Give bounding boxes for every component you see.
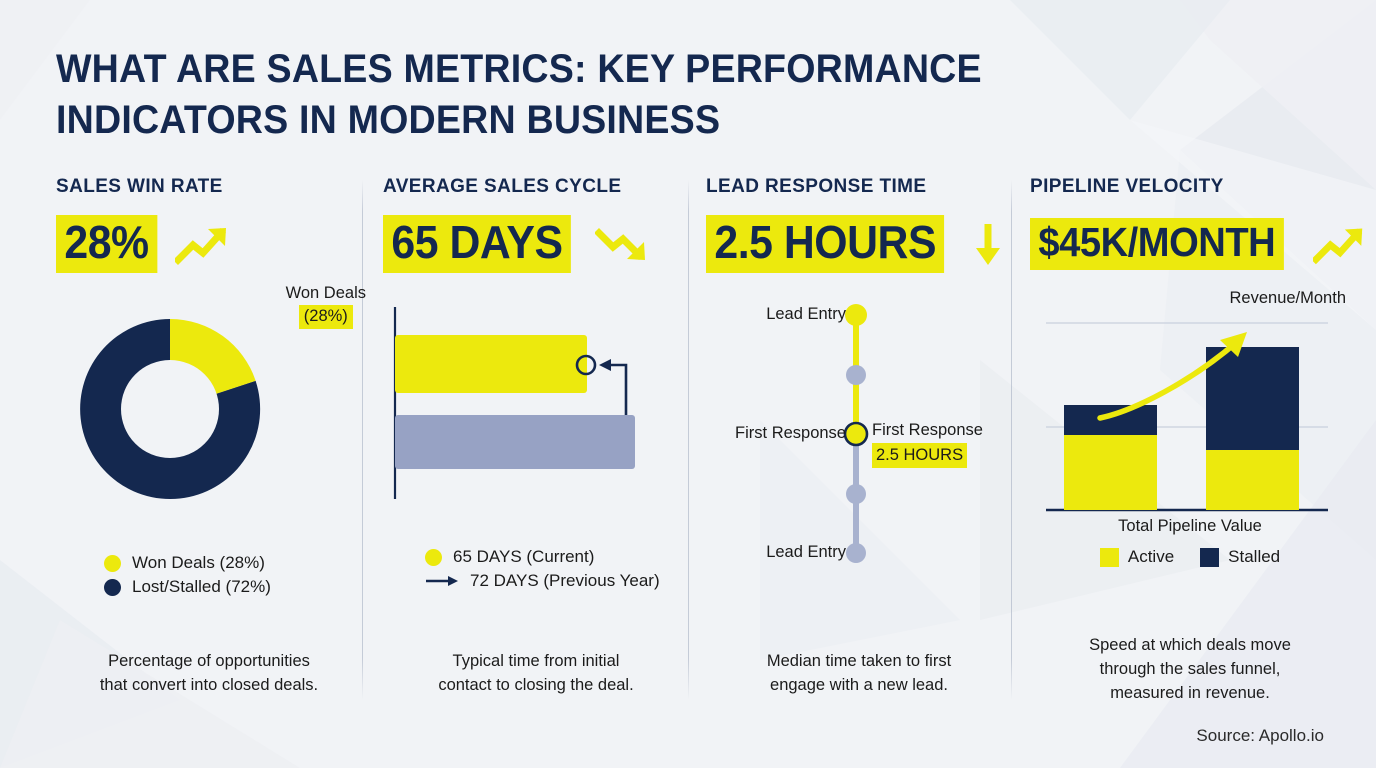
bar2-segment-stalled (1206, 347, 1299, 450)
trend-up-arrow-icon (1312, 228, 1362, 265)
caption-lead-response-time: Median time taken to first engage with a… (706, 650, 1012, 698)
stacked-bar-svg (1046, 322, 1328, 512)
legend-swatch-won-deals-icon (104, 554, 121, 572)
caption-line-3: measured in revenue. (1110, 684, 1270, 703)
timeline-label-lead-entry-top: Lead Entry (766, 305, 846, 323)
stat-value-pipeline-velocity: $45K/MONTH (1030, 218, 1284, 270)
stat-row-sales-win-rate: 28% (56, 215, 362, 273)
down-arrow-icon (976, 224, 1001, 265)
legend-item-stalled: Stalled (1200, 547, 1280, 567)
caption-line-1: Typical time from initial (452, 652, 620, 671)
stat-value-average-sales-cycle: 65 DAYS (383, 215, 571, 273)
legend-swatch-lost-stalled-icon (104, 578, 121, 596)
panel-title-sales-win-rate: SALES WIN RATE (56, 176, 223, 197)
timeline-node-first-response (843, 421, 869, 447)
title-line-2: INDICATORS IN MODERN BUSINESS (56, 98, 721, 143)
timeline-annotation-title: First Response (872, 421, 983, 439)
timeline-label-first-response: First Response (735, 424, 846, 442)
legend-item-active: Active (1099, 547, 1175, 567)
timeline-node-inactive-2 (846, 484, 866, 504)
metrics-panel-group: SALES WIN RATE 28% Won Deals (0, 176, 1376, 704)
panel-title-average-sales-cycle: AVERAGE SALES CYCLE (383, 176, 622, 197)
panel-sales-win-rate: SALES WIN RATE 28% Won Deals (56, 176, 366, 704)
caption-average-sales-cycle: Typical time from initial contact to clo… (383, 650, 689, 698)
caption-line-1: Percentage of opportunities (108, 652, 310, 671)
caption-line-2: through the sales funnel, (1099, 660, 1281, 679)
chart-label-revenue-per-month: Revenue/Month (1229, 289, 1347, 307)
panel-lead-response-time: LEAD RESPONSE TIME 2.5 HOURS (706, 176, 1012, 704)
stat-row-average-sales-cycle: 65 DAYS (383, 215, 689, 273)
timeline-annotation-first-response: First Response 2.5 HOURS (872, 419, 983, 468)
legend-sales-win-rate: Won Deals (28%) Lost/Stalled (72%) (104, 553, 362, 597)
legend-swatch-active-icon (1099, 547, 1119, 567)
panel-pipeline-velocity: PIPELINE VELOCITY $45K/MONTH PIPELINE VE… (1030, 176, 1362, 706)
panel-title-pipeline-velocity: PIPELINE VELOCITY (1030, 176, 1224, 197)
donut-callout-value: (28%) (298, 304, 353, 329)
timeline-lead-response: Lead Entry First Response Lead Entry Fir… (706, 291, 1012, 581)
legend-label-won-deals: Won Deals (28%) (132, 553, 265, 572)
timeline-annotation-value: 2.5 HOURS (872, 443, 968, 468)
stat-row-pipeline-velocity: $45K/MONTH (1030, 215, 1362, 273)
trend-down-arrow-icon (595, 228, 646, 260)
bar-chart-svg (393, 307, 635, 499)
page-title: WHAT ARE SALES METRICS: KEY PERFORMANCE … (56, 44, 1176, 146)
timeline-label-lead-entry-bottom: Lead Entry (766, 543, 846, 561)
timeline-node-lead-entry-top (845, 304, 867, 326)
title-line-1: WHAT ARE SALES METRICS: KEY PERFORMANCE (56, 47, 982, 91)
bar1-segment-stalled (1064, 405, 1157, 435)
caption-line-1: Speed at which deals move (1089, 636, 1291, 655)
legend-item-won-deals: Won Deals (28%) (104, 553, 362, 573)
caption-line-2: engage with a new lead. (770, 676, 948, 695)
chart-xlabel-total-pipeline-value: Total Pipeline Value (1118, 517, 1262, 535)
legend-item-current: 65 DAYS (Current) (425, 547, 689, 567)
bar-previous-year (395, 415, 635, 469)
bar1-segment-active (1064, 435, 1157, 510)
stat-row-lead-response-time: 2.5 HOURS (706, 215, 1012, 273)
stacked-bar-chart-pipeline-velocity: PIPELINE VELOCITY Revenue/Month (1030, 289, 1350, 567)
donut-chart-win-rate (80, 318, 261, 499)
legend-label-current: 65 DAYS (Current) (453, 547, 595, 566)
source-attribution: Source: Apollo.io (1196, 726, 1324, 745)
bar-chart-sales-cycle (383, 295, 689, 525)
caption-pipeline-velocity: Speed at which deals move through the sa… (1030, 634, 1350, 706)
caption-sales-win-rate: Percentage of opportunities that convert… (56, 650, 362, 698)
donut-callout-won-deals: Won Deals (28%) (286, 283, 366, 329)
timeline-node-lead-entry-bottom (846, 543, 866, 563)
legend-label-previous-year: 72 DAYS (Previous Year) (470, 571, 660, 590)
bar2-segment-active (1206, 450, 1299, 510)
stat-value-sales-win-rate: 28% (56, 215, 157, 273)
legend-label-lost-stalled: Lost/Stalled (72%) (132, 577, 271, 596)
legend-average-sales-cycle: 65 DAYS (Current) 72 DAYS (Previous Year… (425, 547, 689, 591)
timeline-node-inactive-1 (846, 365, 866, 385)
legend-label-active: Active (1127, 547, 1175, 566)
legend-pipeline-velocity: Active Stalled (1030, 547, 1350, 567)
caption-line-2: that convert into closed deals. (99, 676, 319, 695)
bar-current-year (395, 335, 587, 393)
legend-swatch-previous-year-arrow-icon (426, 576, 458, 586)
panel-average-sales-cycle: AVERAGE SALES CYCLE 65 DAYS (383, 176, 689, 704)
legend-swatch-stalled-icon (1200, 547, 1220, 567)
donut-chart-wrapper: Won Deals (28%) (56, 284, 366, 529)
legend-item-previous-year: 72 DAYS (Previous Year) (425, 571, 689, 591)
legend-swatch-current-icon (425, 548, 442, 566)
legend-item-lost-stalled: Lost/Stalled (72%) (104, 577, 362, 597)
caption-line-1: Median time taken to first (766, 652, 952, 671)
donut-callout-title: Won Deals (285, 284, 366, 302)
legend-label-stalled: Stalled (1228, 547, 1281, 566)
caption-line-2: contact to closing the deal. (438, 676, 634, 695)
panel-divider-1 (362, 180, 363, 700)
bar-callout-arrow-icon (602, 363, 628, 415)
panel-title-lead-response-time: LEAD RESPONSE TIME (706, 176, 927, 197)
trend-up-arrow-icon (174, 228, 226, 265)
stat-value-lead-response-time: 2.5 HOURS (706, 215, 945, 273)
